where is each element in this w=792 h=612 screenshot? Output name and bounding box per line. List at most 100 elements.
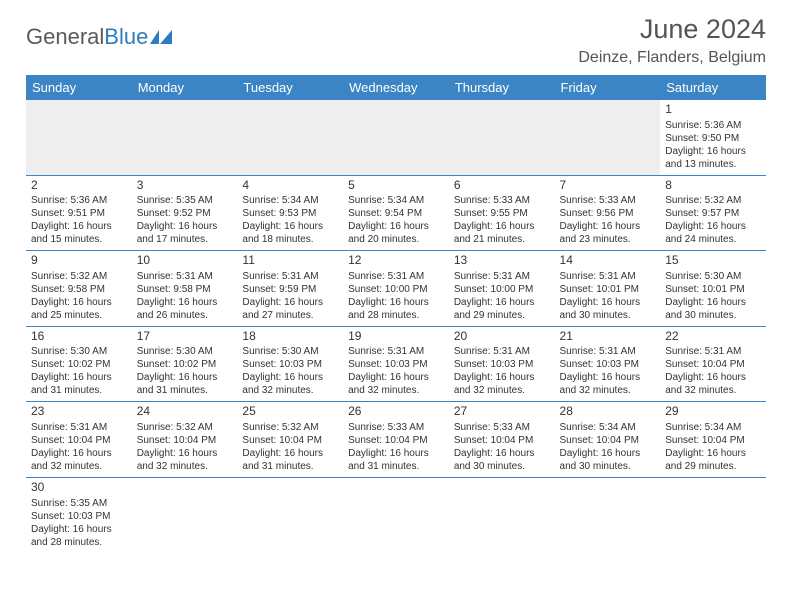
sunrise-text: Sunrise: 5:35 AM xyxy=(31,497,127,510)
sunset-text: Sunset: 9:58 PM xyxy=(31,283,127,296)
sunrise-text: Sunrise: 5:33 AM xyxy=(560,194,656,207)
day-cell: 18Sunrise: 5:30 AMSunset: 10:03 PMDaylig… xyxy=(237,326,343,402)
day-number: 29 xyxy=(665,404,761,420)
sunrise-text: Sunrise: 5:34 AM xyxy=(242,194,338,207)
daylight-text: Daylight: 16 hours xyxy=(31,523,127,536)
day-header: Tuesday xyxy=(237,75,343,100)
week-row: 2Sunrise: 5:36 AMSunset: 9:51 PMDaylight… xyxy=(26,175,766,251)
daylight-text: Daylight: 16 hours xyxy=(242,447,338,460)
daylight-text: and 32 minutes. xyxy=(560,384,656,397)
daylight-text: and 32 minutes. xyxy=(31,460,127,473)
day-number: 2 xyxy=(31,178,127,194)
daylight-text: and 32 minutes. xyxy=(348,384,444,397)
daylight-text: Daylight: 16 hours xyxy=(348,447,444,460)
day-number: 27 xyxy=(454,404,550,420)
daylight-text: and 32 minutes. xyxy=(454,384,550,397)
daylight-text: and 31 minutes. xyxy=(31,384,127,397)
day-cell xyxy=(555,100,661,175)
day-cell xyxy=(660,477,766,552)
sunrise-text: Sunrise: 5:31 AM xyxy=(454,345,550,358)
location: Deinze, Flanders, Belgium xyxy=(578,49,766,67)
daylight-text: and 29 minutes. xyxy=(665,460,761,473)
month-title: June 2024 xyxy=(578,14,766,45)
day-number: 21 xyxy=(560,329,656,345)
day-number: 30 xyxy=(31,480,127,496)
day-cell xyxy=(132,477,238,552)
sunset-text: Sunset: 10:03 PM xyxy=(348,358,444,371)
brand-part1: General xyxy=(26,24,104,50)
sunrise-text: Sunrise: 5:35 AM xyxy=(137,194,233,207)
sunrise-text: Sunrise: 5:31 AM xyxy=(665,345,761,358)
daylight-text: and 32 minutes. xyxy=(665,384,761,397)
sunset-text: Sunset: 10:04 PM xyxy=(137,434,233,447)
sunset-text: Sunset: 10:02 PM xyxy=(137,358,233,371)
day-cell: 15Sunrise: 5:30 AMSunset: 10:01 PMDaylig… xyxy=(660,251,766,327)
day-header: Monday xyxy=(132,75,238,100)
sunrise-text: Sunrise: 5:33 AM xyxy=(348,421,444,434)
day-cell: 27Sunrise: 5:33 AMSunset: 10:04 PMDaylig… xyxy=(449,402,555,478)
daylight-text: Daylight: 16 hours xyxy=(665,371,761,384)
daylight-text: and 23 minutes. xyxy=(560,233,656,246)
calendar-table: SundayMondayTuesdayWednesdayThursdayFrid… xyxy=(26,75,766,553)
day-cell: 12Sunrise: 5:31 AMSunset: 10:00 PMDaylig… xyxy=(343,251,449,327)
day-header: Wednesday xyxy=(343,75,449,100)
sunrise-text: Sunrise: 5:31 AM xyxy=(560,345,656,358)
week-row: 23Sunrise: 5:31 AMSunset: 10:04 PMDaylig… xyxy=(26,402,766,478)
sunset-text: Sunset: 9:51 PM xyxy=(31,207,127,220)
sunrise-text: Sunrise: 5:33 AM xyxy=(454,421,550,434)
sunset-text: Sunset: 10:04 PM xyxy=(665,434,761,447)
sunset-text: Sunset: 10:02 PM xyxy=(31,358,127,371)
day-cell: 6Sunrise: 5:33 AMSunset: 9:55 PMDaylight… xyxy=(449,175,555,251)
day-cell: 19Sunrise: 5:31 AMSunset: 10:03 PMDaylig… xyxy=(343,326,449,402)
daylight-text: Daylight: 16 hours xyxy=(137,371,233,384)
day-cell: 22Sunrise: 5:31 AMSunset: 10:04 PMDaylig… xyxy=(660,326,766,402)
day-cell: 16Sunrise: 5:30 AMSunset: 10:02 PMDaylig… xyxy=(26,326,132,402)
daylight-text: and 32 minutes. xyxy=(242,384,338,397)
daylight-text: and 27 minutes. xyxy=(242,309,338,322)
daylight-text: and 21 minutes. xyxy=(454,233,550,246)
day-cell xyxy=(343,477,449,552)
sunrise-text: Sunrise: 5:32 AM xyxy=(137,421,233,434)
daylight-text: and 31 minutes. xyxy=(348,460,444,473)
daylight-text: and 18 minutes. xyxy=(242,233,338,246)
day-cell: 4Sunrise: 5:34 AMSunset: 9:53 PMDaylight… xyxy=(237,175,343,251)
day-number: 17 xyxy=(137,329,233,345)
daylight-text: and 28 minutes. xyxy=(31,536,127,549)
day-cell: 24Sunrise: 5:32 AMSunset: 10:04 PMDaylig… xyxy=(132,402,238,478)
day-cell: 14Sunrise: 5:31 AMSunset: 10:01 PMDaylig… xyxy=(555,251,661,327)
day-cell xyxy=(343,100,449,175)
sunset-text: Sunset: 10:04 PM xyxy=(348,434,444,447)
sunrise-text: Sunrise: 5:32 AM xyxy=(242,421,338,434)
day-cell xyxy=(237,477,343,552)
sunrise-text: Sunrise: 5:34 AM xyxy=(665,421,761,434)
sunset-text: Sunset: 10:01 PM xyxy=(560,283,656,296)
sunset-text: Sunset: 9:54 PM xyxy=(348,207,444,220)
day-cell xyxy=(132,100,238,175)
sunrise-text: Sunrise: 5:31 AM xyxy=(137,270,233,283)
sunset-text: Sunset: 9:52 PM xyxy=(137,207,233,220)
week-row: 30Sunrise: 5:35 AMSunset: 10:03 PMDaylig… xyxy=(26,477,766,552)
brand-logo: GeneralBlue xyxy=(26,24,172,50)
sunrise-text: Sunrise: 5:32 AM xyxy=(665,194,761,207)
daylight-text: Daylight: 16 hours xyxy=(665,220,761,233)
day-cell: 11Sunrise: 5:31 AMSunset: 9:59 PMDayligh… xyxy=(237,251,343,327)
daylight-text: Daylight: 16 hours xyxy=(560,371,656,384)
daylight-text: Daylight: 16 hours xyxy=(242,220,338,233)
sunset-text: Sunset: 10:01 PM xyxy=(665,283,761,296)
sunset-text: Sunset: 10:03 PM xyxy=(454,358,550,371)
day-header: Friday xyxy=(555,75,661,100)
day-number: 12 xyxy=(348,253,444,269)
daylight-text: Daylight: 16 hours xyxy=(348,220,444,233)
day-cell: 26Sunrise: 5:33 AMSunset: 10:04 PMDaylig… xyxy=(343,402,449,478)
day-number: 13 xyxy=(454,253,550,269)
sunset-text: Sunset: 9:53 PM xyxy=(242,207,338,220)
day-header: Saturday xyxy=(660,75,766,100)
day-number: 1 xyxy=(665,102,761,118)
sunset-text: Sunset: 10:03 PM xyxy=(31,510,127,523)
sunset-text: Sunset: 9:59 PM xyxy=(242,283,338,296)
day-number: 5 xyxy=(348,178,444,194)
day-number: 3 xyxy=(137,178,233,194)
brand-part2: Blue xyxy=(104,24,148,50)
day-cell xyxy=(237,100,343,175)
sunset-text: Sunset: 10:03 PM xyxy=(242,358,338,371)
